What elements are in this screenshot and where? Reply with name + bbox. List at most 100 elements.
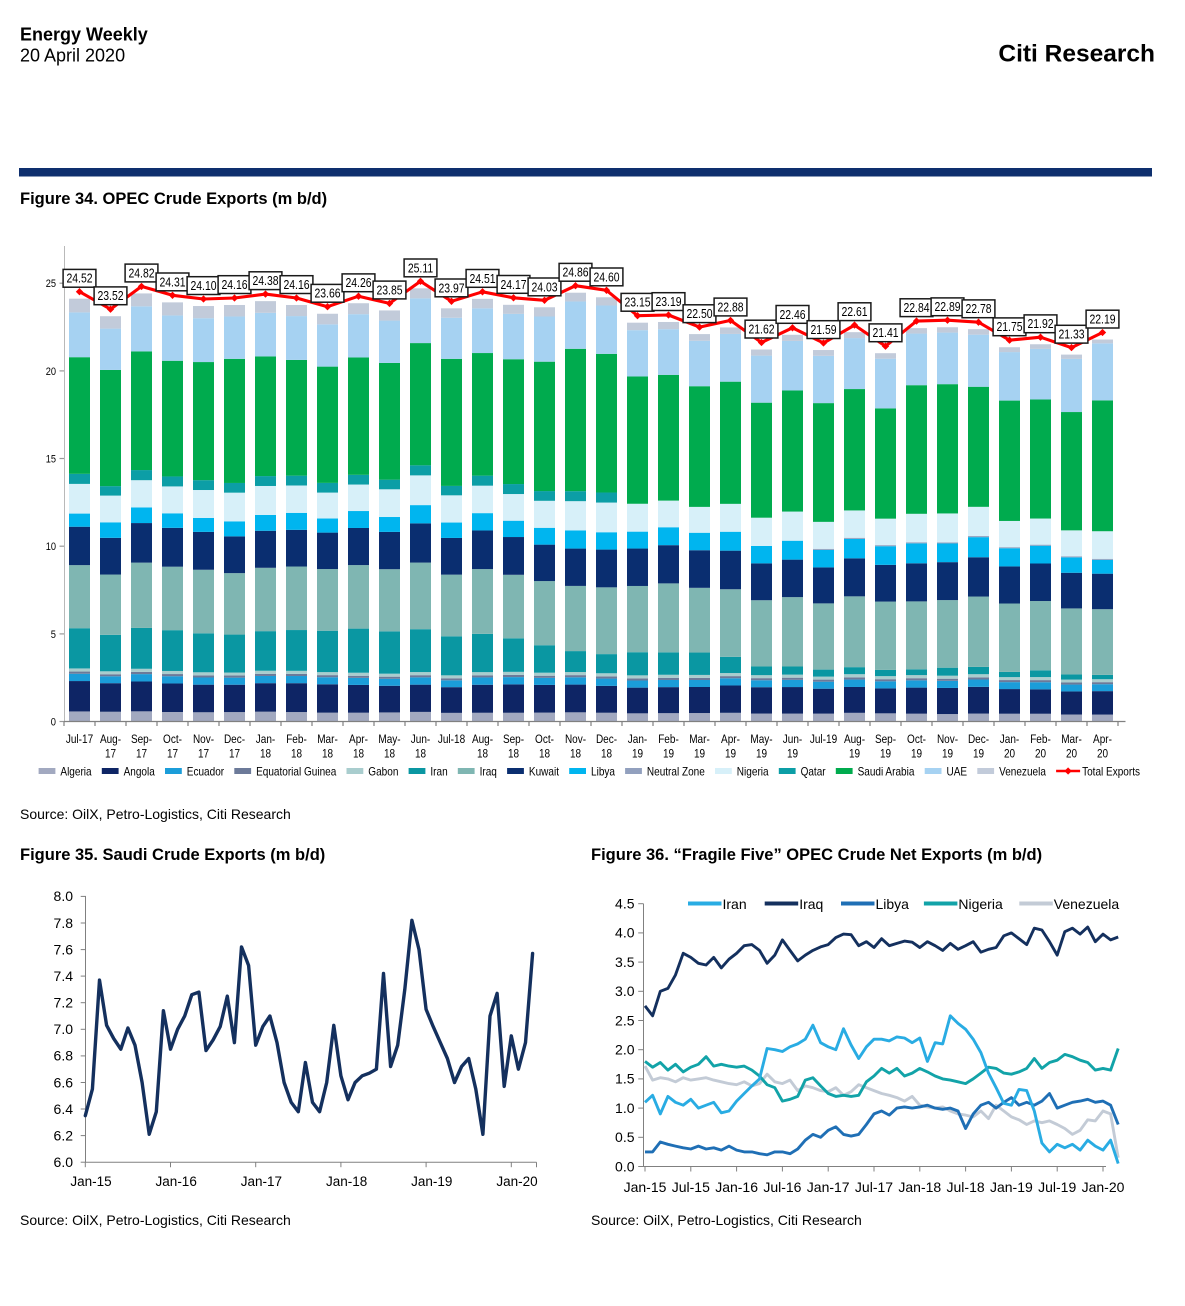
svg-text:Jan-18: Jan-18 [326, 1174, 367, 1189]
svg-text:Figure 36. “Fragile Five” OPEC: Figure 36. “Fragile Five” OPEC Crude Net… [591, 846, 1042, 864]
svg-text:24.38: 24.38 [252, 274, 278, 288]
svg-text:Sep-: Sep- [131, 732, 152, 746]
svg-text:17: 17 [136, 747, 147, 761]
svg-text:17: 17 [198, 747, 209, 761]
svg-text:24.86: 24.86 [562, 266, 588, 280]
svg-text:25: 25 [46, 278, 56, 290]
svg-text:Mar-: Mar- [689, 732, 710, 746]
svg-text:Jul-19: Jul-19 [810, 732, 837, 746]
svg-text:25.11: 25.11 [408, 261, 433, 275]
svg-text:Iran: Iran [430, 765, 447, 779]
svg-text:Jan-20: Jan-20 [1082, 1179, 1125, 1195]
svg-text:Energy Weekly: Energy Weekly [20, 25, 148, 45]
svg-text:Jul-18: Jul-18 [947, 1179, 985, 1195]
svg-text:Angola: Angola [124, 765, 155, 779]
svg-text:6.6: 6.6 [54, 1074, 74, 1090]
svg-text:Total Exports: Total Exports [1082, 765, 1140, 779]
svg-text:20 April 2020: 20 April 2020 [20, 46, 125, 66]
svg-text:1.5: 1.5 [615, 1071, 635, 1087]
svg-text:Iran: Iran [723, 896, 747, 912]
svg-text:22.61: 22.61 [841, 305, 867, 319]
svg-text:24.60: 24.60 [593, 270, 619, 284]
svg-text:Apr-: Apr- [721, 732, 740, 746]
svg-text:15: 15 [46, 454, 56, 466]
svg-text:18: 18 [539, 747, 550, 761]
svg-text:18: 18 [291, 747, 302, 761]
svg-text:Jan-16: Jan-16 [156, 1174, 197, 1189]
svg-text:21.41: 21.41 [872, 326, 898, 340]
svg-text:17: 17 [167, 747, 178, 761]
svg-text:Jan-17: Jan-17 [807, 1179, 850, 1195]
svg-text:21.75: 21.75 [996, 320, 1022, 334]
svg-text:Oct-: Oct- [535, 732, 554, 746]
svg-text:Dec-: Dec- [968, 732, 989, 746]
svg-text:Jan-16: Jan-16 [715, 1179, 758, 1195]
svg-text:Jun-: Jun- [783, 732, 803, 746]
svg-text:Figure 35. Saudi Crude Exports: Figure 35. Saudi Crude Exports (m b/d) [20, 846, 325, 864]
svg-text:18: 18 [477, 747, 488, 761]
svg-text:7.4: 7.4 [54, 968, 74, 984]
svg-text:7.8: 7.8 [54, 915, 74, 931]
svg-text:19: 19 [942, 747, 953, 761]
svg-text:2.0: 2.0 [615, 1042, 635, 1058]
svg-text:Nigeria: Nigeria [958, 896, 1003, 912]
svg-text:Libya: Libya [591, 765, 615, 779]
svg-text:Feb-: Feb- [1030, 732, 1051, 746]
svg-text:7.2: 7.2 [54, 995, 74, 1011]
svg-text:19: 19 [880, 747, 891, 761]
svg-text:22.46: 22.46 [779, 308, 805, 322]
svg-text:24.10: 24.10 [190, 279, 216, 293]
svg-text:18: 18 [601, 747, 612, 761]
svg-text:20: 20 [1035, 747, 1046, 761]
svg-text:Nov-: Nov- [937, 732, 958, 746]
svg-text:22.50: 22.50 [686, 307, 712, 321]
svg-text:22.78: 22.78 [965, 302, 991, 316]
svg-text:Figure 34. OPEC Crude Exports: Figure 34. OPEC Crude Exports (m b/d) [20, 190, 327, 208]
svg-text:22.19: 22.19 [1089, 313, 1115, 327]
svg-text:Jan-18: Jan-18 [898, 1179, 941, 1195]
svg-text:Venezuela: Venezuela [1054, 896, 1120, 912]
svg-text:19: 19 [725, 747, 736, 761]
svg-text:Jan-19: Jan-19 [411, 1174, 452, 1189]
svg-text:24.16: 24.16 [283, 278, 309, 292]
svg-text:18: 18 [322, 747, 333, 761]
svg-text:22.88: 22.88 [717, 300, 743, 314]
svg-text:18: 18 [384, 747, 395, 761]
svg-text:0.0: 0.0 [615, 1158, 635, 1174]
svg-text:Jan-: Jan- [1000, 732, 1020, 746]
svg-text:19: 19 [663, 747, 674, 761]
svg-text:21.92: 21.92 [1027, 317, 1053, 331]
svg-text:Jan-15: Jan-15 [624, 1179, 667, 1195]
svg-text:Equatorial Guinea: Equatorial Guinea [256, 765, 336, 779]
svg-text:3.0: 3.0 [615, 983, 635, 999]
svg-text:Jul-19: Jul-19 [1038, 1179, 1076, 1195]
svg-text:6.4: 6.4 [54, 1101, 74, 1117]
svg-text:23.97: 23.97 [438, 281, 464, 295]
svg-text:20: 20 [46, 366, 56, 378]
svg-text:Source: OilX, Petro-Logistics,: Source: OilX, Petro-Logistics, Citi Rese… [20, 806, 291, 822]
svg-text:5: 5 [51, 629, 56, 641]
svg-text:24.51: 24.51 [469, 272, 495, 286]
svg-text:Mar-: Mar- [1061, 732, 1082, 746]
svg-text:May-: May- [378, 732, 400, 746]
svg-text:May-: May- [750, 732, 772, 746]
svg-text:Jan-15: Jan-15 [70, 1174, 111, 1189]
svg-text:Qatar: Qatar [801, 765, 826, 779]
svg-text:22.84: 22.84 [903, 301, 929, 315]
svg-text:23.52: 23.52 [97, 289, 123, 303]
svg-text:Jan-19: Jan-19 [990, 1179, 1033, 1195]
svg-text:Source: OilX, Petro-Logistics,: Source: OilX, Petro-Logistics, Citi Rese… [20, 1212, 291, 1228]
svg-text:Citi Research: Citi Research [998, 41, 1155, 68]
svg-text:6.0: 6.0 [54, 1154, 74, 1170]
svg-text:Gabon: Gabon [368, 765, 398, 779]
svg-text:Oct-: Oct- [163, 732, 182, 746]
svg-text:Iraq: Iraq [799, 896, 823, 912]
svg-text:24.16: 24.16 [221, 278, 247, 292]
svg-text:Ecuador: Ecuador [187, 765, 224, 779]
svg-text:Libya: Libya [876, 896, 910, 912]
svg-text:Oct-: Oct- [907, 732, 926, 746]
svg-text:Jan-: Jan- [628, 732, 648, 746]
svg-text:Apr-: Apr- [349, 732, 368, 746]
svg-text:UAE: UAE [947, 765, 968, 779]
svg-text:24.03: 24.03 [531, 280, 557, 294]
